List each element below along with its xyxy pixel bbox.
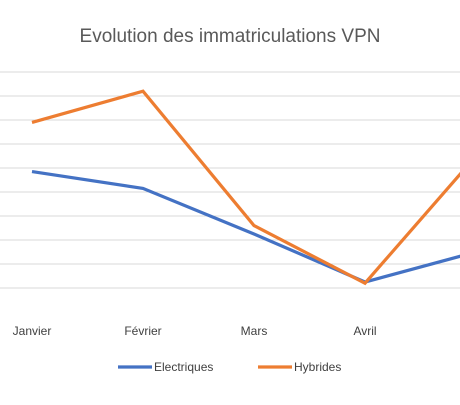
x-tick-label: Février xyxy=(124,324,161,338)
series-line-electriques xyxy=(31,170,460,284)
x-tick-label: Avril xyxy=(353,324,376,338)
x-axis-tick-labels: Janvier Février Mars Avril xyxy=(13,324,377,338)
series-line-hybrides xyxy=(31,89,460,286)
legend-label: Electriques xyxy=(154,360,213,374)
chart-title: Evolution des immatriculations VPN xyxy=(80,26,381,47)
legend: Electriques Hybrides xyxy=(118,360,341,374)
gridlines xyxy=(0,71,460,289)
x-tick-label: Janvier xyxy=(13,324,52,338)
series-lines xyxy=(31,89,460,286)
x-tick-label: Mars xyxy=(241,324,268,338)
legend-label: Hybrides xyxy=(294,360,341,374)
